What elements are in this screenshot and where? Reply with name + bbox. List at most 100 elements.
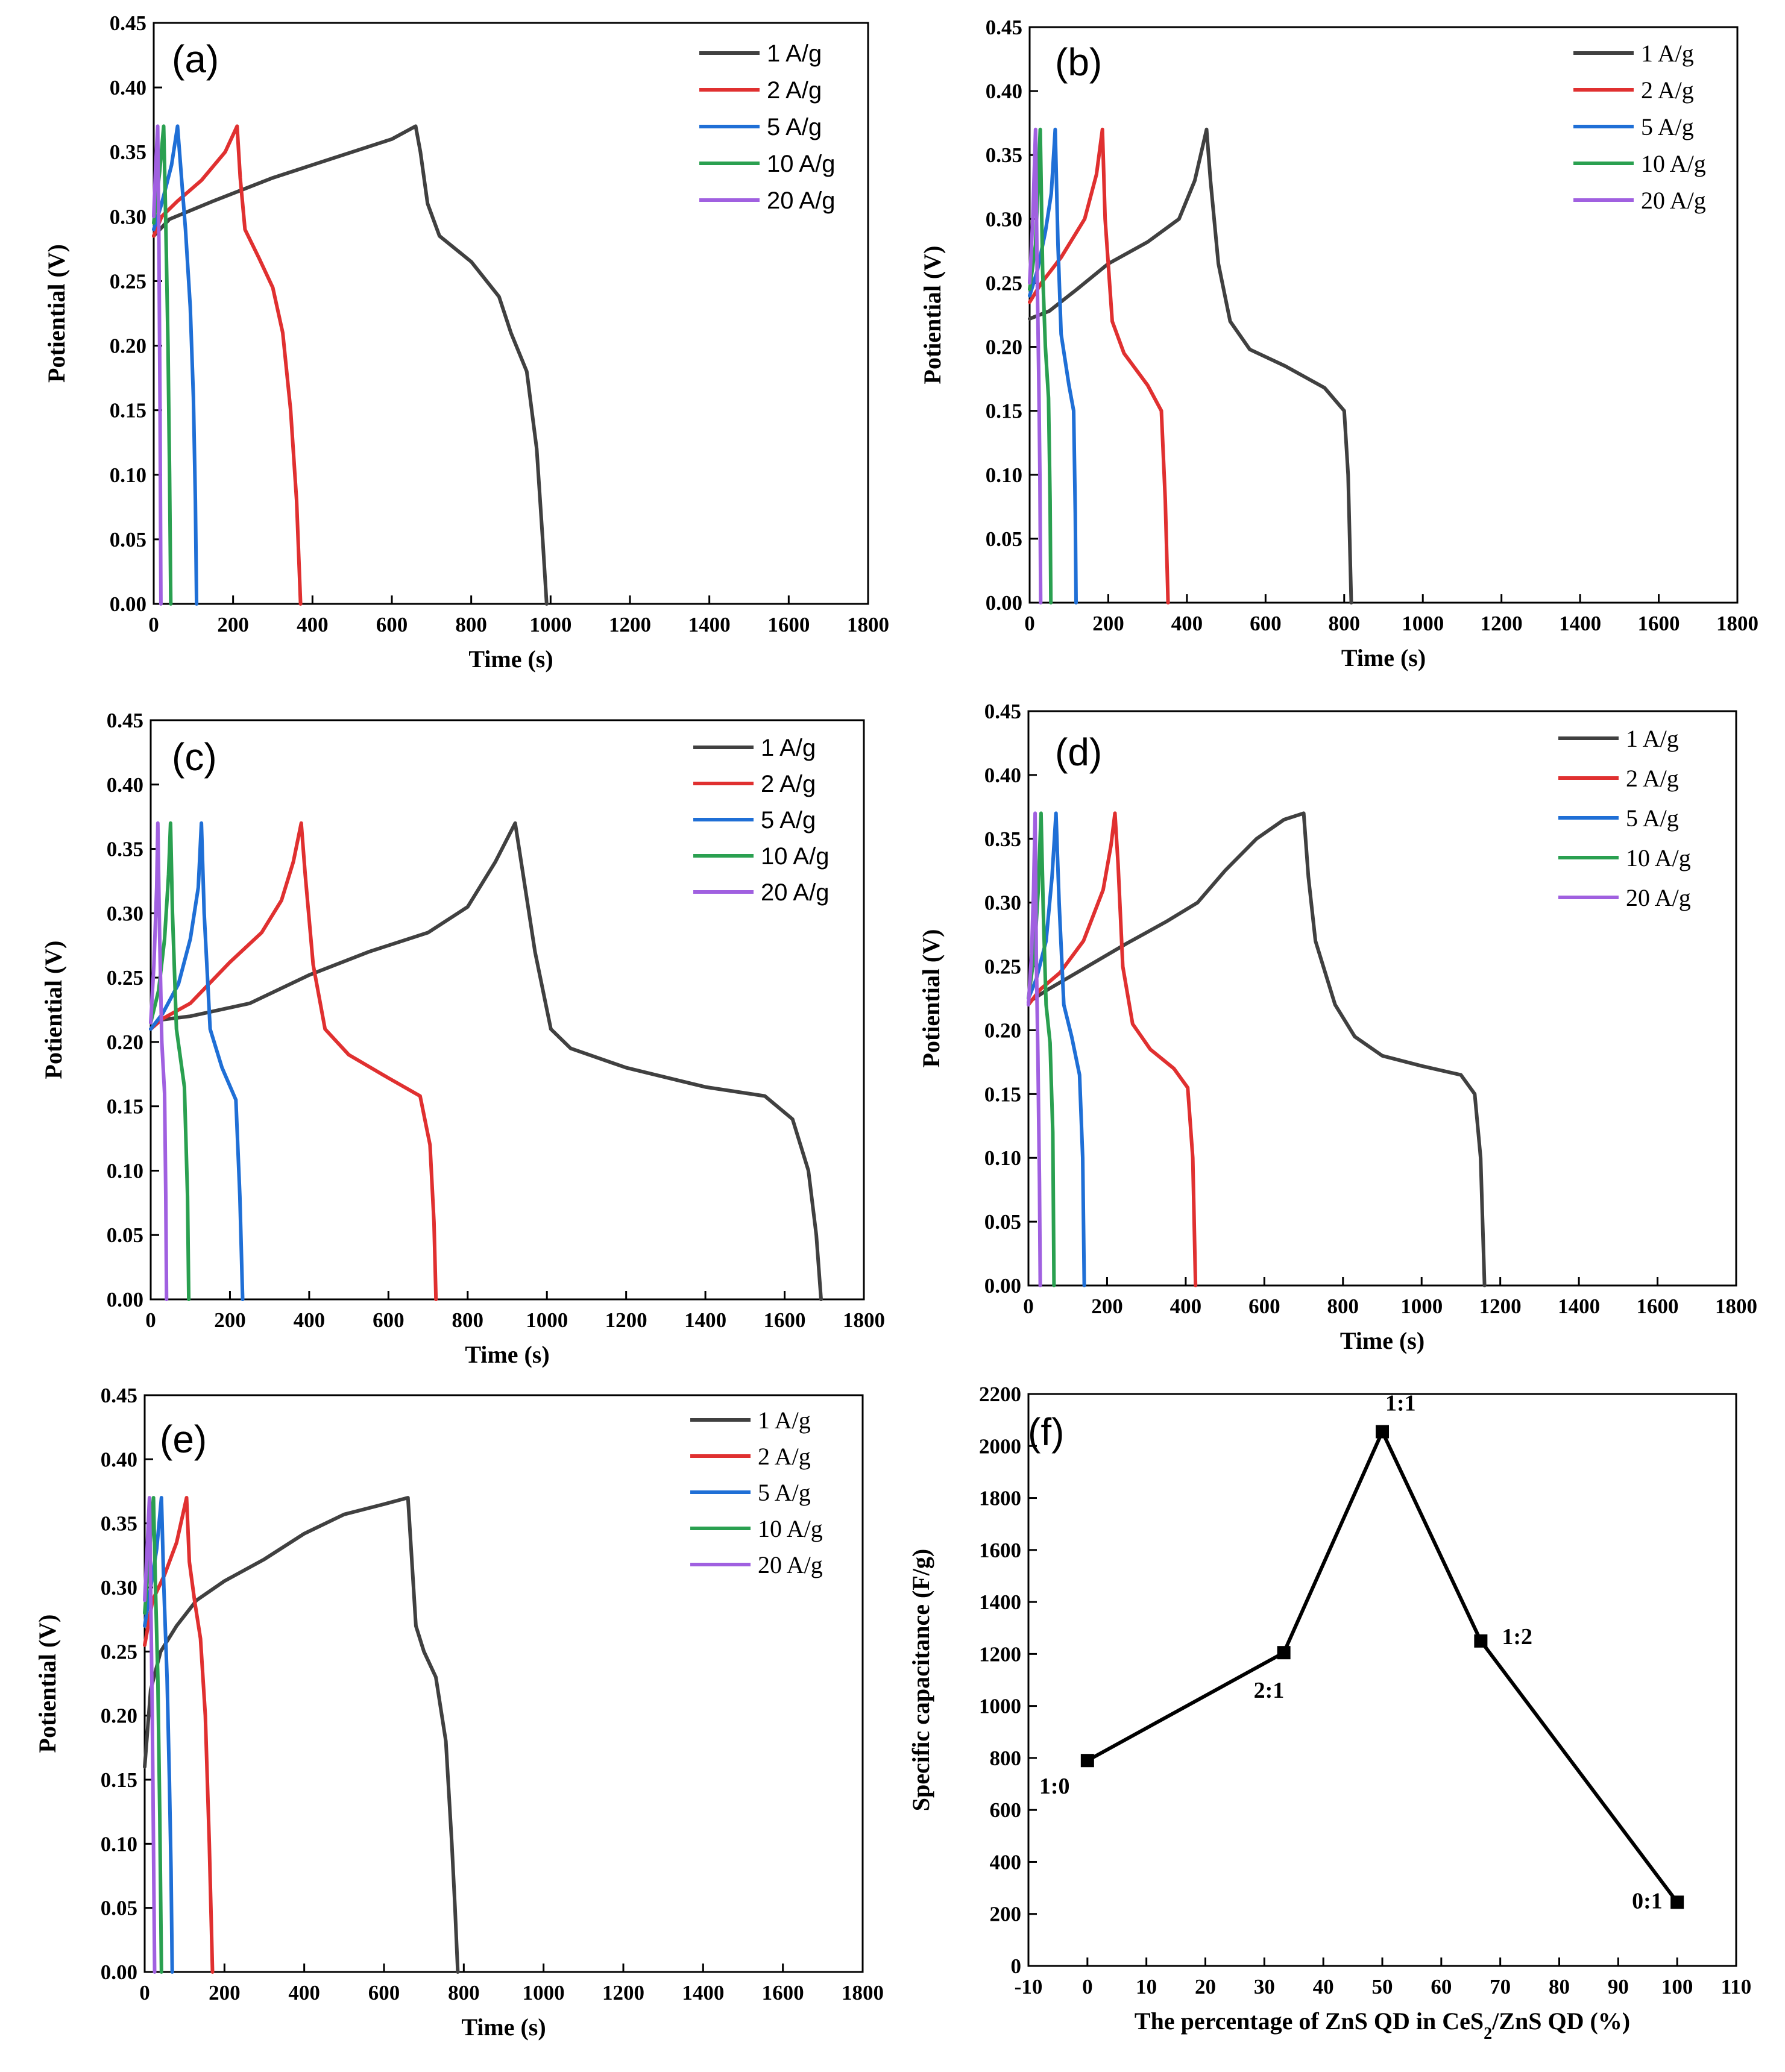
legend-label: 5 A/g [767, 114, 822, 140]
y-tick-label: 0.45 [984, 700, 1021, 723]
y-tick-label: 0.40 [984, 764, 1021, 787]
x-tick-label: 0 [1023, 1295, 1034, 1318]
data-point-marker [1376, 1425, 1389, 1439]
data-point-label: 1:1 [1385, 1391, 1416, 1416]
y-tick-label: 0.15 [107, 1095, 143, 1119]
y-tick-label: 0.20 [986, 336, 1022, 359]
x-tick-label: 800 [1329, 612, 1361, 635]
y-tick-label: 0.00 [110, 592, 146, 616]
y-tick-label: 1200 [979, 1642, 1021, 1666]
x-tick-label: 1000 [1402, 612, 1444, 635]
y-tick-label: 0.05 [107, 1223, 143, 1247]
y-tick-label: 0.00 [101, 1961, 137, 1984]
chart-panel-e: 0 200 400 600 800 1000 1200 1400 1600 1800 0.00 0.0… [34, 1384, 884, 2041]
legend-label: 1 A/g [767, 40, 822, 67]
x-tick-label: 1600 [767, 613, 810, 636]
x-tick-label: 20 [1195, 1975, 1216, 1998]
x-tick-label: -10 [1015, 1975, 1043, 1998]
x-tick-label: 1600 [1638, 612, 1680, 635]
y-tick-label: 0.25 [984, 955, 1021, 979]
x-tick-label: 200 [217, 613, 249, 636]
x-tick-label: 40 [1313, 1975, 1334, 1998]
x-tick-label: 0 [145, 1308, 156, 1332]
legend-label: 2 A/g [758, 1443, 811, 1470]
y-tick-label: 1800 [979, 1487, 1021, 1510]
data-point-marker [1277, 1646, 1291, 1660]
y-tick-label: 800 [990, 1747, 1022, 1770]
legend-label: 1 A/g [758, 1407, 811, 1434]
y-tick-label: 0.35 [986, 143, 1022, 167]
x-tick-label: 0 [1082, 1975, 1093, 1998]
series-line-2-a-g [152, 124, 303, 606]
y-tick-label: 400 [990, 1850, 1022, 1874]
chart-panel-c: 0 200 400 600 800 1000 1200 1400 1600 1800 0.00 0.0… [40, 709, 885, 1368]
y-tick-label: 0.35 [101, 1512, 137, 1536]
legend-label: 1 A/g [761, 735, 816, 761]
plot-frame [1027, 710, 1737, 1287]
x-tick-label: 1200 [602, 1981, 644, 2005]
y-tick-label: 0.10 [986, 463, 1022, 487]
y-tick-label: 0 [1011, 1954, 1022, 1978]
x-axis-label: The percentage of ZnS QD in CeS2/ZnS QD … [1135, 2008, 1630, 2043]
legend-label: 1 A/g [1641, 40, 1694, 67]
y-tick-label: 2000 [979, 1434, 1021, 1458]
x-axis-label: Time (s) [1340, 1327, 1425, 1354]
y-tick-label: 0.35 [107, 838, 143, 861]
y-axis-label: Potiential (V) [919, 246, 946, 385]
y-tick-label: 0.05 [110, 528, 146, 551]
x-axis-label: Time (s) [468, 645, 553, 673]
x-tick-label: 400 [1171, 612, 1203, 635]
x-tick-label: 1400 [682, 1981, 724, 2005]
x-tick-label: 800 [452, 1308, 484, 1332]
legend-label: 5 A/g [1626, 805, 1679, 832]
x-tick-label: 1800 [1716, 612, 1758, 635]
legend-label: 10 A/g [1641, 150, 1706, 177]
x-tick-label: 400 [294, 1308, 326, 1332]
y-tick-label: 0.40 [110, 76, 146, 99]
chart-panel-a: 0 200 400 600 800 1000 1200 1400 1600 1800 0.00 0.0… [43, 11, 889, 673]
data-point-marker [1670, 1895, 1684, 1909]
data-point-label: 1:0 [1039, 1774, 1070, 1799]
legend-label: 20 A/g [758, 1551, 823, 1578]
y-axis-label: Potiential (V) [918, 929, 945, 1068]
series-line-20-a-g [149, 821, 169, 1301]
y-tick-label: 0.20 [110, 334, 146, 358]
series-line-20-a-g [1027, 811, 1042, 1287]
x-tick-label: 200 [1092, 612, 1124, 635]
x-tick-label: 60 [1431, 1975, 1452, 1998]
series-line-2-a-g [1028, 127, 1170, 604]
y-tick-label: 600 [990, 1798, 1022, 1822]
y-axis-label: Potiential (V) [40, 941, 67, 1079]
legend-label: 2 A/g [767, 77, 822, 104]
x-tick-label: 600 [376, 613, 408, 636]
y-tick-label: 0.40 [107, 773, 143, 797]
x-tick-label: 600 [368, 1981, 400, 2005]
y-tick-label: 0.40 [101, 1448, 137, 1471]
y-tick-label: 0.00 [107, 1288, 143, 1311]
y-tick-label: 0.30 [107, 902, 143, 925]
y-tick-label: 1600 [979, 1539, 1021, 1562]
chart-panel-d: 0 200 400 600 800 1000 1200 1400 1600 1800 0.00 0.0… [918, 700, 1757, 1354]
x-tick-label: 0 [1024, 612, 1035, 635]
x-tick-label: 100 [1661, 1975, 1693, 1998]
y-tick-label: 2200 [979, 1383, 1021, 1406]
x-tick-label: 1800 [847, 613, 889, 636]
plot-frame [153, 22, 869, 605]
legend-label: 20 A/g [1626, 884, 1691, 911]
chart-panel-f: -10 0 10 20 30 40 50 60 70 80 90 100 110020040060080… [907, 1383, 1751, 2043]
y-tick-label: 0.25 [986, 271, 1022, 295]
x-tick-label: 90 [1608, 1975, 1629, 1998]
x-tick-label: 1600 [764, 1308, 806, 1332]
series-line-1-a-g [1028, 127, 1353, 604]
data-point-marker [1080, 1754, 1094, 1768]
x-tick-label: 80 [1549, 1975, 1570, 1998]
x-tick-label: 800 [448, 1981, 480, 2005]
x-tick-label: 70 [1490, 1975, 1511, 1998]
y-tick-label: 0.15 [986, 400, 1022, 423]
y-tick-label: 0.10 [984, 1146, 1021, 1170]
y-tick-label: 0.05 [101, 1897, 137, 1920]
y-axis-label: Potiential (V) [43, 244, 70, 383]
x-tick-label: 200 [209, 1981, 241, 2005]
legend-label: 20 A/g [767, 187, 835, 214]
x-tick-label: 1800 [842, 1981, 884, 2005]
